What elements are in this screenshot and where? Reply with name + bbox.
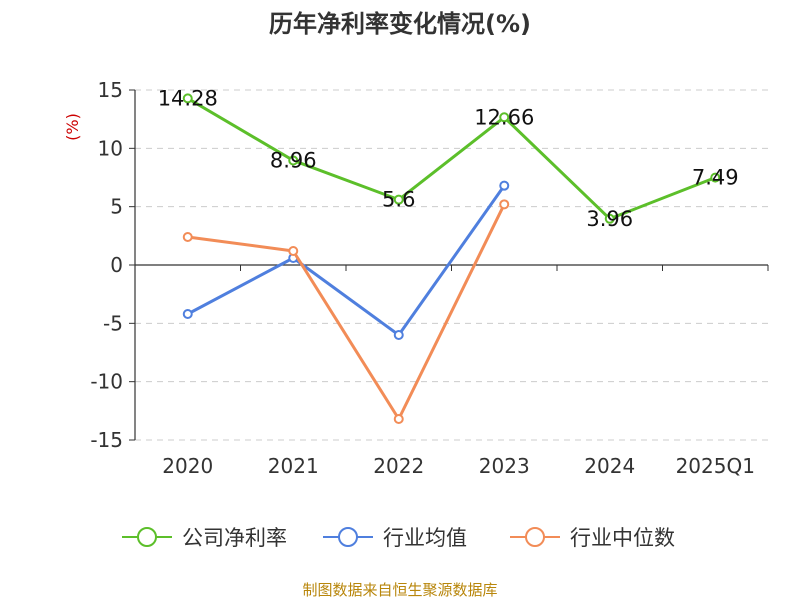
x-tick-labels: 2020 2021 2022 2023 2024 2025Q1 (162, 454, 755, 478)
data-label: 8.96 (270, 148, 317, 172)
data-point (393, 414, 404, 424)
data-point (499, 180, 510, 191)
y-tick-label: 15 (98, 78, 123, 102)
legend-label: 公司净利率 (182, 526, 287, 550)
data-point (288, 155, 299, 166)
legend-marker (338, 527, 358, 547)
chart-title: 历年净利率变化情况(%) (269, 10, 531, 38)
axes (129, 89, 769, 441)
legend: 公司净利率 行业均值 行业中位数 (122, 526, 675, 550)
series-line-0 (186, 97, 716, 221)
data-point (499, 199, 510, 210)
data-point (182, 232, 193, 242)
data-point (604, 213, 615, 224)
y-tick-label: 5 (110, 195, 123, 219)
y-tick-label: 10 (98, 136, 123, 160)
data-label: 3.96 (586, 207, 633, 231)
legend-marker (525, 527, 545, 547)
y-tick-label: -10 (90, 370, 123, 394)
series-line-1 (187, 184, 506, 337)
data-point (499, 112, 510, 123)
y-tick-label: -15 (90, 428, 123, 452)
data-label: 12.66 (474, 105, 534, 129)
data-point (288, 246, 299, 256)
legend-label: 行业均值 (383, 526, 467, 550)
data-point (182, 309, 193, 319)
series-lines (182, 93, 721, 424)
data-point (710, 172, 721, 183)
data-label: 14.28 (158, 86, 218, 110)
x-tick-label: 2020 (162, 454, 213, 478)
y-tick-label: -5 (103, 311, 123, 335)
data-point (182, 93, 193, 104)
source-note: 制图数据来自恒生聚源数据库 (302, 581, 497, 599)
legend-label: 行业中位数 (570, 526, 675, 550)
legend-marker (137, 527, 157, 547)
x-tick-label: 2023 (479, 454, 530, 478)
x-tick-label: 2021 (268, 454, 319, 478)
data-label: 5.6 (382, 188, 415, 212)
x-tick-label: 2022 (373, 454, 424, 478)
x-tick-label: 2024 (584, 454, 635, 478)
y-tick-label: 0 (110, 253, 123, 277)
series-line-2 (187, 203, 506, 421)
data-point (393, 330, 404, 340)
x-tick-label: 2025Q1 (676, 454, 755, 478)
data-labels: 14.28 8.96 5.6 12.66 3.96 7.49 (158, 86, 739, 230)
y-axis-label: (%) (63, 113, 82, 141)
y-tick-labels: 15 10 5 0 -5 -10 -15 (90, 78, 123, 452)
data-point (393, 194, 404, 205)
data-label: 7.49 (692, 166, 739, 190)
